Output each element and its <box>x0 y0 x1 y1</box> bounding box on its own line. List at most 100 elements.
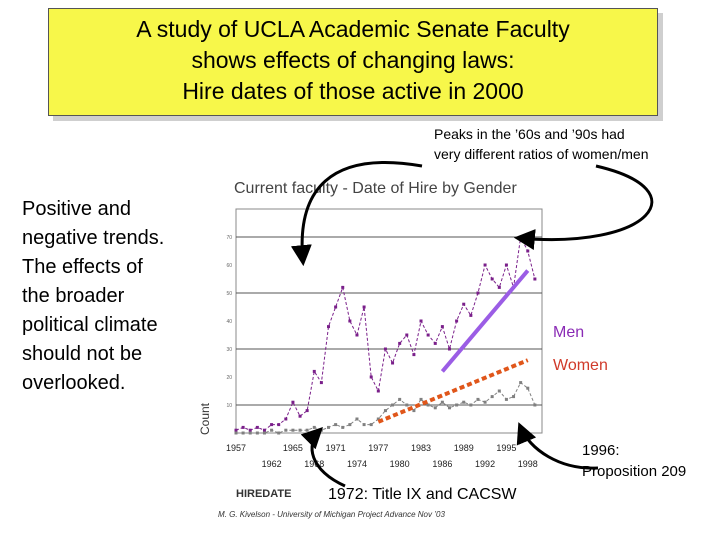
data-point-men <box>455 319 459 323</box>
data-point-women <box>284 428 288 432</box>
data-point-men <box>284 417 288 421</box>
y-tick-label: 70 <box>226 235 232 241</box>
data-point-women <box>476 397 480 401</box>
arrow-peaks-right <box>513 164 654 250</box>
data-point-men <box>262 428 266 432</box>
data-point-women <box>255 431 259 435</box>
data-point-men <box>327 325 331 329</box>
plot-frame <box>235 208 543 434</box>
data-point-men <box>376 389 380 393</box>
data-point-men <box>362 305 366 309</box>
x-tick-label-bottom: 1962 <box>262 459 282 469</box>
trend-line-1: Positive and <box>22 198 131 220</box>
x-tick-label-bottom: 1974 <box>347 459 367 469</box>
x-tick-label-top: 1995 <box>496 443 516 453</box>
data-point-men <box>462 302 466 306</box>
x-tick-label-bottom: 1986 <box>432 459 452 469</box>
data-point-men <box>355 333 359 337</box>
chart-title: Current faculty - Date of Hire by Gender <box>234 180 517 197</box>
data-point-men <box>533 277 537 281</box>
peaks-line-1: Peaks in the ’60s and ’90s had <box>434 126 625 142</box>
data-point-women <box>391 403 395 407</box>
credit-line: M. G. Kivelson - University of Michigan … <box>218 510 445 519</box>
data-point-men <box>348 319 352 323</box>
trend-line-7: overlooked. <box>22 372 126 394</box>
women-label: Women <box>553 357 608 374</box>
data-point-women <box>512 395 516 399</box>
x-tick-label-top: 1983 <box>411 443 431 453</box>
data-point-men <box>412 353 416 357</box>
men-label: Men <box>553 324 585 341</box>
data-point-women <box>334 423 338 427</box>
data-point-men <box>469 313 473 317</box>
y-tick-label: 50 <box>226 291 232 297</box>
data-point-men <box>433 341 437 345</box>
data-point-women <box>355 417 359 421</box>
data-point-women <box>405 403 409 407</box>
trend-line-6: should not be <box>22 343 143 365</box>
trend-line-3: The effects of <box>22 256 143 278</box>
data-point-women <box>490 395 494 399</box>
peaks-line-2: very different ratios of women/men <box>434 146 649 162</box>
data-point-men <box>476 291 480 295</box>
arrow-prop209 <box>516 422 599 470</box>
data-point-women <box>305 428 309 432</box>
x-tick-label-top: 1965 <box>283 443 303 453</box>
data-point-men <box>298 414 302 418</box>
data-point-men <box>241 425 245 429</box>
data-point-women <box>234 431 238 435</box>
title-line-1: A study of UCLA Academic Senate Faculty <box>136 16 570 42</box>
data-point-men <box>526 249 530 253</box>
arrow-peaks-left <box>290 161 423 267</box>
data-point-women <box>462 400 466 404</box>
trend-line-2: negative trends. <box>22 227 165 249</box>
data-point-women <box>447 406 451 410</box>
data-point-men <box>383 347 387 351</box>
data-point-men <box>270 423 274 427</box>
data-point-women <box>497 389 501 393</box>
data-point-women <box>298 428 302 432</box>
data-point-women <box>241 431 245 435</box>
peaks-note: Peaks in the ’60s and ’90s had very diff… <box>434 124 720 164</box>
data-point-women <box>270 428 274 432</box>
data-point-men <box>369 375 373 379</box>
data-point-women <box>533 403 537 407</box>
data-point-women <box>483 400 487 404</box>
y-axis-label: Count <box>198 402 212 435</box>
data-point-men <box>504 263 508 267</box>
data-point-women <box>526 386 530 390</box>
y-tick-label: 10 <box>226 403 232 409</box>
data-point-men <box>447 347 451 351</box>
x-tick-label-top: 1971 <box>326 443 346 453</box>
trend-note: Positive and negative trends. The effect… <box>22 195 212 398</box>
trend-line-4: the broader <box>22 285 125 307</box>
arrows-group <box>290 161 654 488</box>
data-point-women <box>262 431 266 435</box>
data-point-men <box>497 285 501 289</box>
prop209-text: Proposition 209 <box>582 463 687 480</box>
data-point-women <box>327 425 331 429</box>
data-point-women <box>362 423 366 427</box>
data-point-men <box>234 428 238 432</box>
x-tick-label-bottom: 1998 <box>518 459 538 469</box>
x-tick-label-bottom: 1992 <box>475 459 495 469</box>
data-point-women <box>398 397 402 401</box>
grid <box>236 236 542 406</box>
data-point-women <box>412 409 416 413</box>
data-point-women <box>248 431 252 435</box>
x-tick-label-bottom: 1968 <box>304 459 324 469</box>
x-ticks: 1957 1965 1971 1977 1983 1989 1995 1962 1968 1974… <box>226 443 538 469</box>
y-ticks: 10 20 30 40 50 60 70 <box>226 235 232 409</box>
data-point-women <box>383 409 387 413</box>
data-point-men <box>319 381 323 385</box>
men-trend-line <box>440 269 530 373</box>
x-tick-label-top: 1977 <box>368 443 388 453</box>
title-line-2: shows effects of changing laws: <box>191 47 515 73</box>
title9-note: 1972: Title IX and CACSW <box>328 486 517 503</box>
data-point-men <box>277 423 281 427</box>
y-tick-label: 30 <box>226 347 232 353</box>
prop209-note: 1996: Proposition 209 <box>582 440 686 482</box>
data-point-men <box>312 369 316 373</box>
data-point-men <box>334 305 338 309</box>
